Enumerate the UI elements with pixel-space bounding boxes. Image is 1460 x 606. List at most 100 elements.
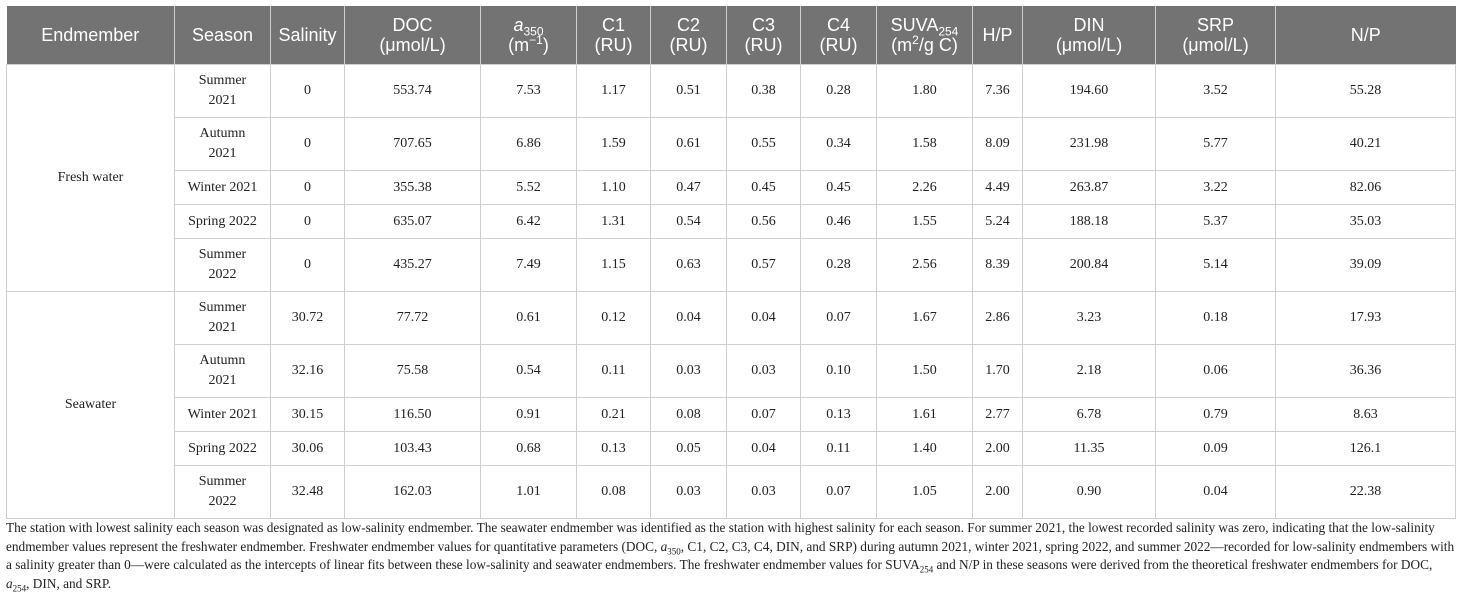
footnote-text-1: The station with lowest salinity each se… [6, 520, 1435, 554]
c2-cell: 0.03 [650, 465, 727, 519]
doc-cell: 75.58 [344, 344, 481, 398]
c2-cell: 0.03 [650, 344, 727, 398]
header-c3: C3 (RU) [726, 6, 801, 65]
header-c4-unit: (RU) [819, 35, 858, 55]
season-cell: Winter 2021 [174, 170, 271, 205]
season-cell: Summer 2021 [174, 64, 271, 118]
header-salinity-label: Salinity [278, 25, 337, 45]
footnote-a254-sub: 254 [12, 583, 27, 594]
c1-cell: 0.08 [576, 465, 651, 519]
c1-cell: 1.17 [576, 64, 651, 118]
table-row: Seawater Summer 2021 30.72 77.72 0.61 0.12 0.04… [6, 291, 1456, 519]
np-cell: 40.21 [1275, 117, 1456, 171]
header-c2: C2 (RU) [650, 6, 727, 65]
c3-cell: 0.03 [726, 465, 801, 519]
season-text: Spring 2022 [188, 213, 257, 229]
c2-cell: 0.04 [650, 291, 727, 345]
c4-cell: 0.11 [800, 431, 877, 466]
c4-cell: 0.28 [800, 64, 877, 118]
hp-cell: 7.36 [972, 64, 1023, 118]
srp-cell: 0.06 [1155, 344, 1276, 398]
hp-cell: 2.86 [972, 291, 1023, 345]
suva-cell: 1.05 [876, 465, 973, 519]
salinity-cell: 0 [270, 64, 345, 118]
table-row: Winter 2021 30.15 116.50 0.91 0.21 0.08 0.07 0.… [7, 397, 1456, 432]
c2-cell: 0.61 [650, 117, 727, 171]
footnote-text-2: , C1, C2, C3, C4, DIN, and SRP) during a… [6, 538, 1455, 573]
srp-cell: 0.09 [1155, 431, 1276, 466]
header-doc-label: DOC [392, 15, 433, 35]
season-text: Summer [198, 73, 247, 88]
header-hp: H/P [972, 6, 1023, 65]
doc-cell: 635.07 [344, 204, 481, 239]
c4-cell: 0.46 [800, 204, 877, 239]
doc-cell: 103.43 [344, 431, 481, 466]
footnote-a350-symbol: a [660, 538, 668, 554]
c2-cell: 0.54 [650, 204, 727, 239]
srp-cell: 0.04 [1155, 465, 1276, 519]
season-year: 2021 [208, 373, 237, 388]
suva-cell: 2.56 [876, 238, 973, 292]
c4-cell: 0.28 [800, 238, 877, 292]
din-cell: 3.23 [1022, 291, 1156, 345]
a350-cell: 6.86 [480, 117, 577, 171]
srp-cell: 3.52 [1155, 64, 1276, 118]
table-container: Endmember Season Salinity DOC (μmol/L) a3… [6, 6, 1456, 519]
np-cell: 22.38 [1275, 465, 1456, 519]
c2-cell: 0.05 [650, 431, 727, 466]
np-cell: 55.28 [1275, 64, 1456, 118]
header-srp-label: SRP [1196, 15, 1234, 35]
a350-cell: 5.52 [480, 170, 577, 205]
hp-cell: 4.49 [972, 170, 1023, 205]
hp-cell: 8.09 [972, 117, 1023, 171]
a350-cell: 0.54 [480, 344, 577, 398]
header-c4-label: C4 [826, 15, 850, 35]
a350-cell: 0.61 [480, 291, 577, 345]
srp-cell: 0.18 [1155, 291, 1276, 345]
c1-cell: 1.31 [576, 204, 651, 239]
doc-cell: 435.27 [344, 238, 481, 292]
c4-cell: 0.34 [800, 117, 877, 171]
doc-cell: 77.72 [344, 291, 481, 345]
header-a350-unit-end: ) [542, 35, 549, 55]
season-cell: Spring 2022 [174, 204, 271, 239]
endmember-table: Endmember Season Salinity DOC (μmol/L) a3… [6, 6, 1456, 519]
c3-cell: 0.38 [726, 64, 801, 118]
hp-cell: 2.77 [972, 397, 1023, 432]
c1-cell: 0.12 [576, 291, 651, 345]
group-seawater: Seawater [6, 291, 175, 519]
salinity-cell: 32.16 [270, 344, 345, 398]
doc-cell: 162.03 [344, 465, 481, 519]
header-row: Endmember Season Salinity DOC (μmol/L) a3… [6, 6, 1456, 65]
a350-cell: 0.68 [480, 431, 577, 466]
salinity-cell: 32.48 [270, 465, 345, 519]
season-text: Summer [198, 247, 247, 262]
din-cell: 188.18 [1022, 204, 1156, 239]
a350-cell: 1.01 [480, 465, 577, 519]
header-season-label: Season [191, 25, 254, 45]
doc-cell: 355.38 [344, 170, 481, 205]
din-cell: 194.60 [1022, 64, 1156, 118]
suva-cell: 1.55 [876, 204, 973, 239]
np-cell: 35.03 [1275, 204, 1456, 239]
suva-cell: 1.80 [876, 64, 973, 118]
np-cell: 126.1 [1275, 431, 1456, 466]
header-c3-unit: (RU) [744, 35, 783, 55]
doc-cell: 553.74 [344, 64, 481, 118]
salinity-cell: 0 [270, 204, 345, 239]
header-suva: SUVA254 (m2/g C) [876, 6, 973, 65]
c4-cell: 0.13 [800, 397, 877, 432]
c3-cell: 0.07 [726, 397, 801, 432]
header-endmember-label: Endmember [41, 25, 140, 45]
header-c1-label: C1 [601, 15, 625, 35]
season-cell: Spring 2022 [174, 431, 271, 466]
season-year: 2022 [208, 494, 237, 509]
din-cell: 200.84 [1022, 238, 1156, 292]
din-cell: 6.78 [1022, 397, 1156, 432]
salinity-cell: 0 [270, 238, 345, 292]
season-cell: Summer 2022 [174, 238, 271, 292]
header-srp: SRP (μmol/L) [1155, 6, 1276, 65]
table-row: Spring 2022 0 635.07 6.42 1.31 0.54 0.56 0.46 1.… [7, 204, 1456, 239]
header-din: DIN (μmol/L) [1022, 6, 1156, 65]
din-cell: 2.18 [1022, 344, 1156, 398]
